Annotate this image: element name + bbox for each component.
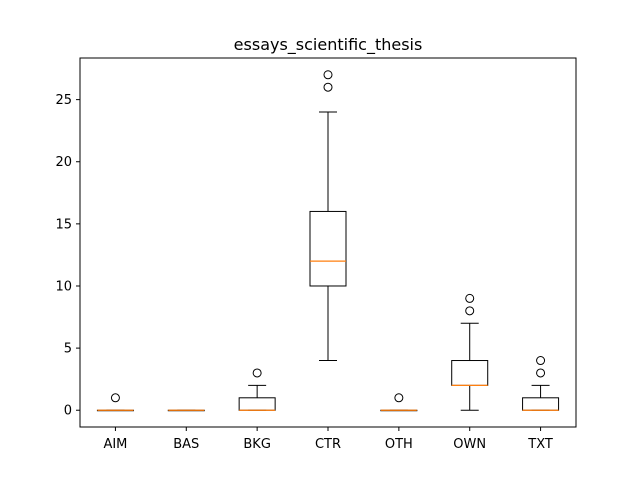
y-tick-label: 20	[55, 155, 72, 170]
outlier-ctr	[323, 82, 333, 92]
outlier-oth	[394, 393, 404, 403]
chart-title: essays_scientific_thesis	[234, 35, 423, 55]
y-tick-label: 10	[55, 279, 72, 294]
y-tick-label: 25	[55, 93, 72, 108]
outlier-aim	[110, 393, 120, 403]
x-tick-label-own: OWN	[453, 437, 486, 452]
x-tick-label-ctr: CTR	[315, 437, 341, 452]
plot-area: 0 5 10 15 20 25 AIM BAS BKG CTR OTH OWN TXT	[55, 70, 560, 452]
y-tick-label: 0	[64, 404, 72, 419]
outlier-txt	[536, 356, 546, 366]
x-tick-label-txt: TXT	[527, 437, 553, 452]
x-tick-label-oth: OTH	[385, 437, 413, 452]
box-ctr	[309, 210, 347, 287]
y-tick-label: 15	[55, 217, 72, 232]
box-bkg	[238, 397, 276, 411]
outlier-own	[465, 293, 475, 303]
outlier-own	[465, 306, 475, 316]
x-tick-label-bas: BAS	[173, 437, 199, 452]
box-own	[451, 360, 489, 386]
outlier-txt	[536, 368, 546, 378]
axes-frame	[79, 57, 577, 428]
x-tick-label-bkg: BKG	[243, 437, 271, 452]
y-tick-label: 5	[64, 342, 72, 357]
outlier-bkg	[252, 368, 262, 378]
outlier-ctr	[323, 70, 333, 80]
box-txt	[522, 397, 560, 411]
x-tick-label-aim: AIM	[103, 437, 127, 452]
